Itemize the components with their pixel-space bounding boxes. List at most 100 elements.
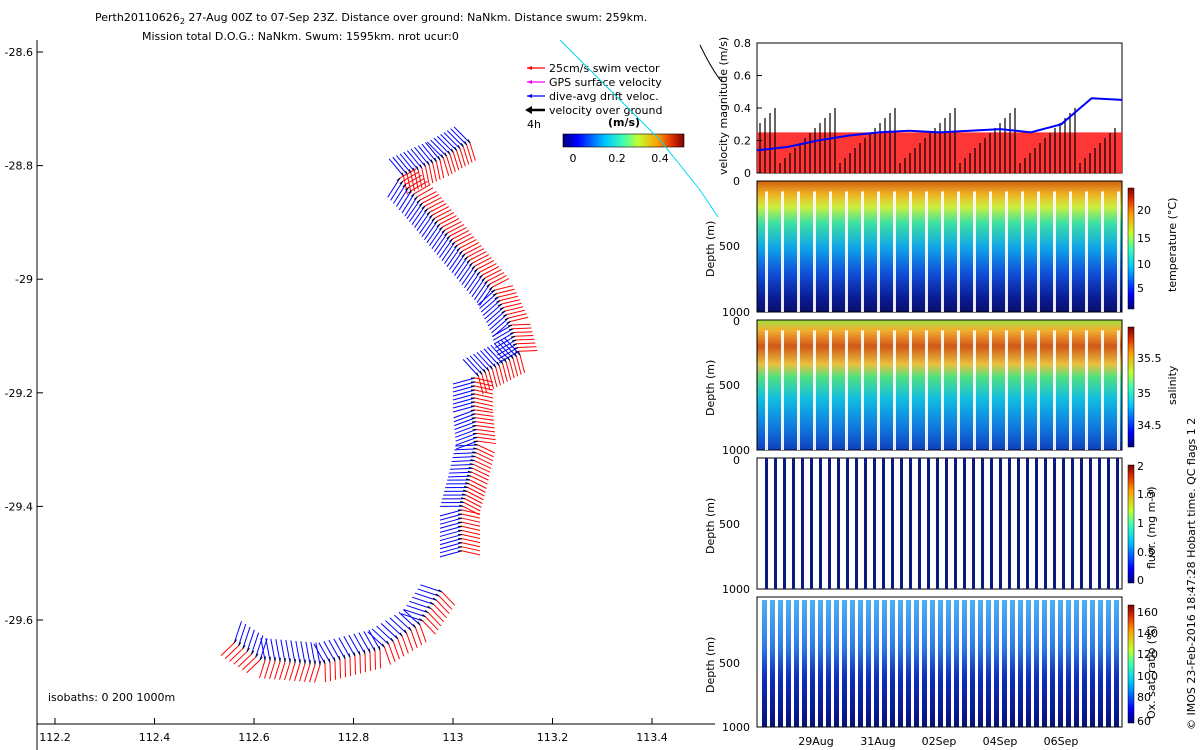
swim-vector (461, 546, 481, 552)
swim-vector (274, 661, 281, 680)
profile-stripe (1117, 330, 1120, 450)
ground-vector (238, 642, 242, 646)
ground-vector (430, 159, 434, 164)
swim-vector (461, 534, 481, 540)
ground-vector (408, 626, 412, 631)
ground-vector (473, 443, 479, 446)
profile-stripe (765, 458, 768, 589)
ground-vector (503, 314, 508, 317)
swim-vector (432, 163, 437, 182)
svg-text:500: 500 (719, 240, 740, 253)
drift-vector (318, 642, 331, 663)
ground-vector (378, 645, 381, 651)
swim-vector (472, 254, 490, 264)
oxygen-profile (938, 600, 943, 727)
profile-stripe (781, 330, 784, 450)
swim-vector (477, 260, 495, 270)
swim-vector (434, 209, 452, 219)
drift-vector (396, 155, 412, 174)
drift-vector (395, 187, 409, 207)
profile-stripe (963, 458, 966, 589)
drift-vector (462, 359, 479, 377)
drift-vector (439, 517, 463, 525)
svg-text:1000: 1000 (722, 306, 750, 319)
swim-vector (461, 550, 481, 556)
map-y-tick-label: -29.2 (5, 387, 33, 400)
drift-vector (476, 351, 493, 370)
ground-vector (476, 271, 481, 275)
svg-text:29Aug: 29Aug (798, 735, 833, 748)
oxygen-profile (954, 600, 959, 727)
ground-vector (510, 332, 515, 335)
ground-vector (396, 177, 401, 182)
profile-stripe (1044, 458, 1047, 589)
map-x-tick-label: 113.4 (636, 731, 668, 744)
ground-vector (474, 268, 478, 272)
ground-vector (441, 229, 446, 233)
profile-stripe (1037, 191, 1040, 312)
swim-vector (289, 662, 296, 681)
swim-vector (474, 381, 494, 387)
drift-vector (417, 145, 434, 164)
ground-vector (454, 244, 458, 248)
swim-vector (475, 417, 495, 421)
ground-vector (504, 317, 509, 321)
swim-vector (439, 159, 445, 179)
ground-vector (417, 621, 421, 626)
drift-vector (452, 393, 476, 401)
svg-text:Depth (m): Depth (m) (704, 637, 717, 693)
profile-stripe (1005, 191, 1008, 312)
ground-vector (437, 156, 441, 161)
drift-vector (426, 141, 444, 159)
profile-stripe (845, 191, 848, 312)
ground-vector (450, 148, 454, 153)
swim-vector (515, 338, 535, 341)
svg-text:fluor. (mg m-3): fluor. (mg m-3) (1145, 486, 1158, 569)
swim-vector (452, 152, 460, 171)
profile-stripe (1053, 191, 1056, 312)
ground-vector (410, 193, 415, 197)
swim-vector (444, 221, 462, 231)
drift-vector (368, 629, 381, 651)
drift-vector (476, 283, 491, 303)
ground-vector (259, 656, 263, 661)
swim-vector (518, 349, 538, 352)
drift-vector (431, 229, 446, 249)
drift-vector (406, 604, 429, 614)
drift-vector (338, 637, 351, 658)
ground-vector (413, 196, 418, 200)
drift-vector (444, 244, 458, 264)
svg-text:0.2: 0.2 (608, 152, 626, 165)
ground-vector (343, 654, 346, 659)
drift-vector (454, 421, 477, 430)
swim-vector (492, 278, 510, 288)
ground-vector (449, 238, 453, 242)
drift-vector (455, 436, 478, 446)
map-x-tick-label: 113.2 (537, 731, 569, 744)
profile-stripe (1101, 330, 1104, 450)
oxygen-profile (1042, 600, 1047, 727)
profile-stripe (1107, 458, 1110, 589)
ground-vector (476, 372, 479, 377)
profile-stripe (1116, 458, 1119, 589)
ground-vector (348, 653, 351, 658)
swim-vector (410, 630, 418, 649)
oxygen-profile (890, 600, 895, 727)
profile-stripe (981, 458, 984, 589)
drift-vector (484, 303, 503, 320)
ground-vector (328, 658, 331, 663)
profile-stripe (774, 458, 777, 589)
profile-stripe (989, 191, 992, 312)
ground-vector (497, 303, 503, 307)
ground-vector (440, 154, 444, 159)
ground-vector (510, 354, 514, 359)
oxygen-profile (1002, 600, 1007, 727)
swim-vector (279, 661, 286, 680)
drift-vector (451, 253, 466, 273)
svg-text:04Sep: 04Sep (983, 735, 1018, 748)
swim-vector (472, 467, 490, 477)
drift-vector (455, 432, 478, 442)
profile-stripe (861, 330, 864, 450)
drift-vector (315, 642, 321, 666)
ground-vector (469, 463, 474, 465)
